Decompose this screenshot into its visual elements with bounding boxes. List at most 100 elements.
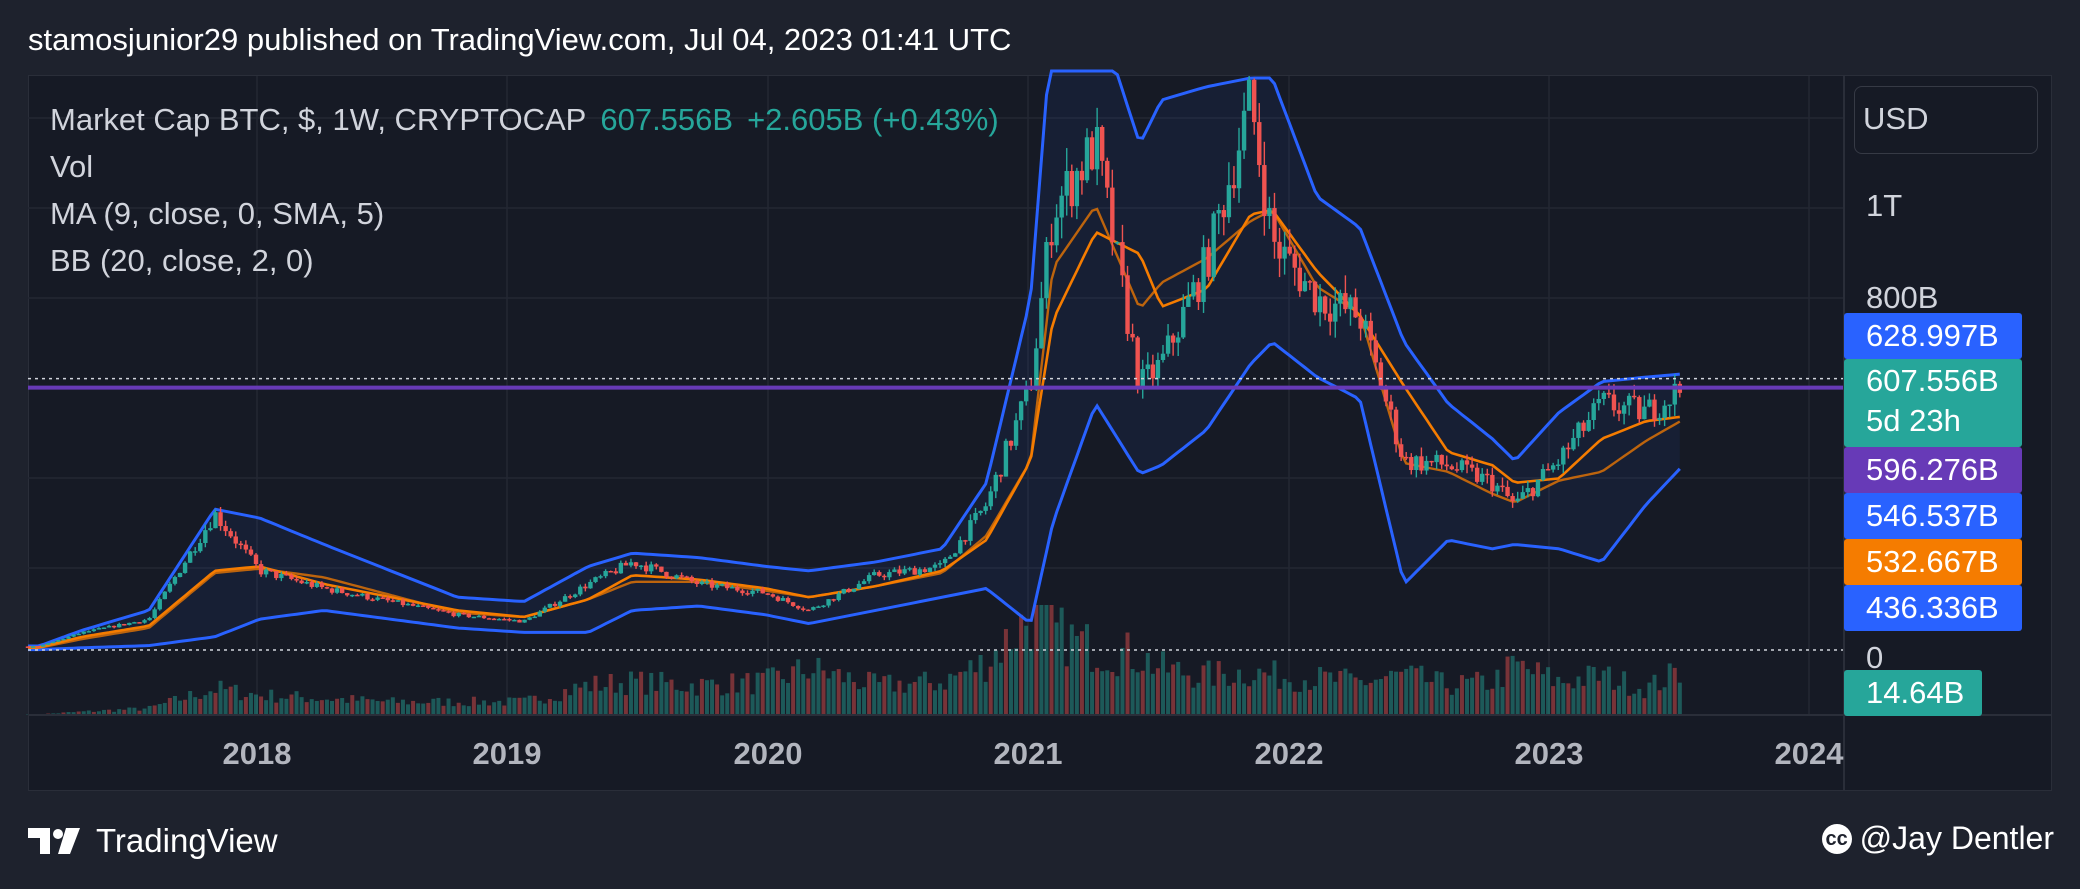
candle-body [1257,122,1262,166]
volume-bar [1581,685,1586,715]
volume-bar [365,699,370,715]
tradingview-brand[interactable]: TradingView [28,822,278,860]
candle-body [877,572,882,576]
candle-body [1145,364,1150,370]
volume-bar [867,671,872,715]
volume-bar [335,698,340,715]
volume-bar [654,690,659,715]
candle-body [127,622,132,626]
volume-bar [1399,671,1404,715]
candle-body [745,593,750,595]
volume-bar [684,691,689,715]
price-tag-last: 607.556B 5d 23h [1844,359,2022,447]
candle-body [1561,447,1566,465]
candle-body [953,553,958,557]
volume-bar [461,705,466,715]
volume-bar [1601,670,1606,715]
volume-bar [968,660,973,715]
volume-bar [436,697,441,715]
candle-body [294,578,299,581]
volume-bar [1642,698,1647,715]
candle-body [243,544,249,550]
volume-bar [1672,667,1677,715]
candle-body [223,526,228,532]
volume-bar [902,692,907,715]
candle-body [1672,383,1677,405]
volume-bar [1368,682,1373,715]
volume-bar [254,694,259,715]
volume-bar [1606,666,1611,715]
volume-bar [1373,679,1378,715]
volume-bar [912,681,917,715]
price-tag-hline: 596.276B [1844,447,2022,493]
legend-vol[interactable]: Vol [50,149,94,184]
publisher-line: stamosjunior29 published on TradingView.… [28,22,1012,57]
currency-selector[interactable]: USD [1854,86,2038,154]
legend-symbol-line[interactable]: Market Cap BTC, $, 1W, CRYPTOCAP 607.556B… [50,96,999,143]
volume-bar [345,702,350,715]
price-tag-ma: 532.667B [1844,539,2022,585]
volume-bar [208,691,213,715]
candle-body [1272,208,1277,242]
volume-bar [715,684,720,715]
volume-bar [1003,629,1008,715]
volume-bar [1242,683,1247,715]
candle-body [1424,460,1429,471]
legend-bb[interactable]: BB (20, close, 2, 0) [50,243,314,278]
candle-body [649,564,654,572]
candle-body [927,567,933,573]
volume-bar [811,673,816,715]
candle-body [603,570,608,577]
volume-bar [319,700,324,715]
volume-bar [1181,675,1186,715]
volume-bar [1049,605,1054,715]
candle-body [41,644,46,647]
candle-body [1591,403,1596,421]
volume-bar [780,679,785,715]
candle-body [1616,410,1622,414]
volume-bar [1231,682,1236,715]
volume-bar [1318,667,1323,715]
volume-bar [1272,660,1277,715]
candle-body [466,613,472,618]
volume-bar [238,700,243,715]
candle-body [1013,420,1019,446]
volume-bar [948,673,953,715]
candle-body [1282,246,1287,259]
candle-body [461,612,466,615]
candle-body [912,568,917,575]
volume-bar [608,674,613,715]
candle-body [831,599,836,601]
volume-bar [664,682,669,715]
volume-bar [446,698,451,715]
candle-body [91,629,97,632]
candle-body [1175,337,1181,343]
volume-bar [1424,682,1429,715]
volume-bar [770,667,775,715]
legend-ma[interactable]: MA (9, close, 0, SMA, 5) [50,196,385,231]
candle-body [522,619,527,623]
volume-bar [147,705,152,715]
candle-body [334,588,340,593]
candle-body [780,598,786,601]
volume-bar [228,686,233,715]
volume-bar [1302,680,1307,715]
volume-bar [1247,686,1252,715]
creative-commons-icon: cc [1821,823,1852,854]
candle-body [1621,405,1627,414]
candle-body [730,586,735,589]
volume-bar [137,710,142,715]
candle-body [182,562,188,573]
volume-bar [517,697,522,715]
candle-body [1262,165,1267,217]
candle-body [826,599,831,606]
candle-body [1388,401,1394,410]
bollinger-upper-line [28,69,1680,648]
volume-bar [1024,625,1029,715]
candle-body [456,612,461,617]
candle-body [1586,420,1591,431]
volume-bar [66,712,71,715]
candle-body [527,617,532,620]
candle-body [1125,275,1130,334]
